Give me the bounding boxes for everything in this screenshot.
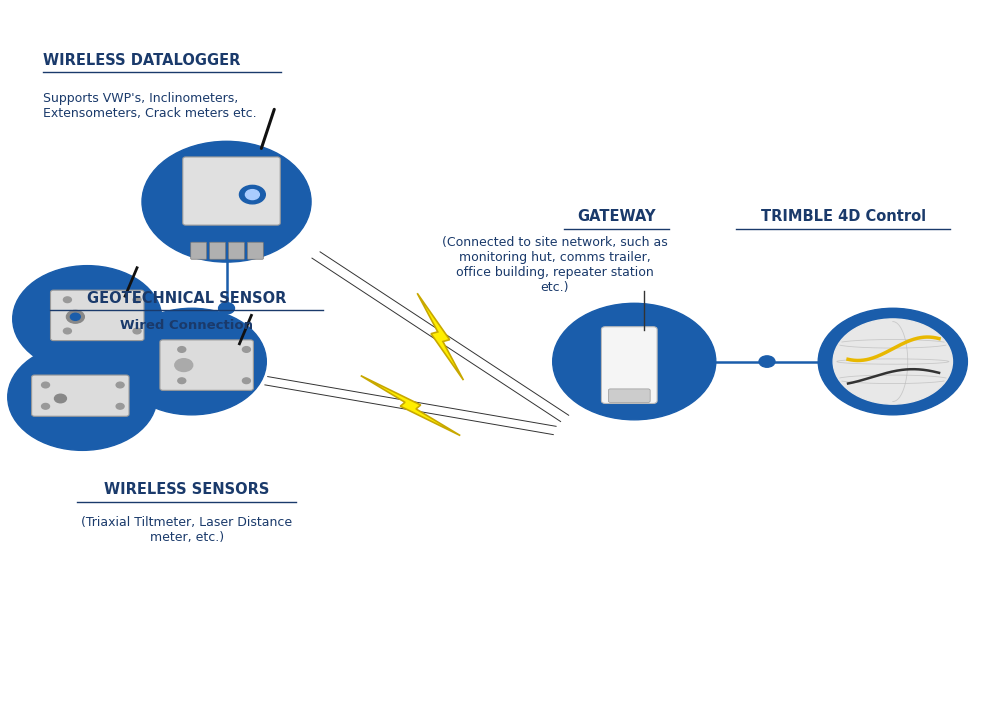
- FancyBboxPatch shape: [608, 389, 650, 402]
- FancyBboxPatch shape: [191, 242, 207, 259]
- Text: (Triaxial Tiltmeter, Laser Distance
meter, etc.): (Triaxial Tiltmeter, Laser Distance mete…: [81, 516, 292, 543]
- Circle shape: [116, 404, 124, 409]
- Circle shape: [116, 382, 124, 388]
- Circle shape: [833, 319, 952, 404]
- Circle shape: [8, 344, 157, 450]
- Circle shape: [54, 395, 66, 403]
- Circle shape: [175, 359, 193, 372]
- Circle shape: [117, 309, 266, 415]
- Circle shape: [553, 304, 716, 420]
- Circle shape: [133, 328, 141, 334]
- FancyBboxPatch shape: [229, 242, 244, 259]
- Text: Wired Connection: Wired Connection: [120, 319, 253, 332]
- Circle shape: [239, 185, 265, 204]
- Circle shape: [42, 404, 50, 409]
- Circle shape: [245, 190, 259, 200]
- FancyBboxPatch shape: [247, 242, 263, 259]
- FancyBboxPatch shape: [32, 375, 129, 416]
- Circle shape: [142, 141, 311, 262]
- Circle shape: [242, 378, 250, 384]
- Circle shape: [63, 297, 71, 303]
- FancyBboxPatch shape: [210, 242, 226, 259]
- Circle shape: [818, 309, 967, 415]
- FancyBboxPatch shape: [601, 326, 657, 404]
- FancyBboxPatch shape: [183, 157, 280, 225]
- Polygon shape: [417, 294, 463, 380]
- Text: GEOTECHNICAL SENSOR: GEOTECHNICAL SENSOR: [87, 291, 286, 306]
- Circle shape: [759, 356, 775, 367]
- Circle shape: [133, 297, 141, 303]
- Polygon shape: [361, 376, 460, 435]
- Circle shape: [178, 378, 186, 384]
- Circle shape: [13, 266, 162, 372]
- FancyBboxPatch shape: [160, 340, 253, 390]
- Text: GATEWAY: GATEWAY: [577, 209, 656, 224]
- Circle shape: [66, 311, 84, 323]
- Text: (Connected to site network, such as
monitoring hut, comms trailer,
office buildi: (Connected to site network, such as moni…: [442, 236, 668, 294]
- Text: WIRELESS DATALOGGER: WIRELESS DATALOGGER: [43, 52, 240, 67]
- Circle shape: [70, 313, 80, 320]
- Circle shape: [178, 347, 186, 352]
- Circle shape: [219, 303, 234, 314]
- Circle shape: [42, 382, 50, 388]
- Text: TRIMBLE 4D Control: TRIMBLE 4D Control: [761, 209, 926, 224]
- Circle shape: [242, 347, 250, 352]
- Circle shape: [63, 328, 71, 334]
- Text: Supports VWP's, Inclinometers,
Extensometers, Crack meters etc.: Supports VWP's, Inclinometers, Extensome…: [43, 92, 256, 120]
- FancyBboxPatch shape: [51, 290, 144, 341]
- Text: WIRELESS SENSORS: WIRELESS SENSORS: [104, 483, 269, 498]
